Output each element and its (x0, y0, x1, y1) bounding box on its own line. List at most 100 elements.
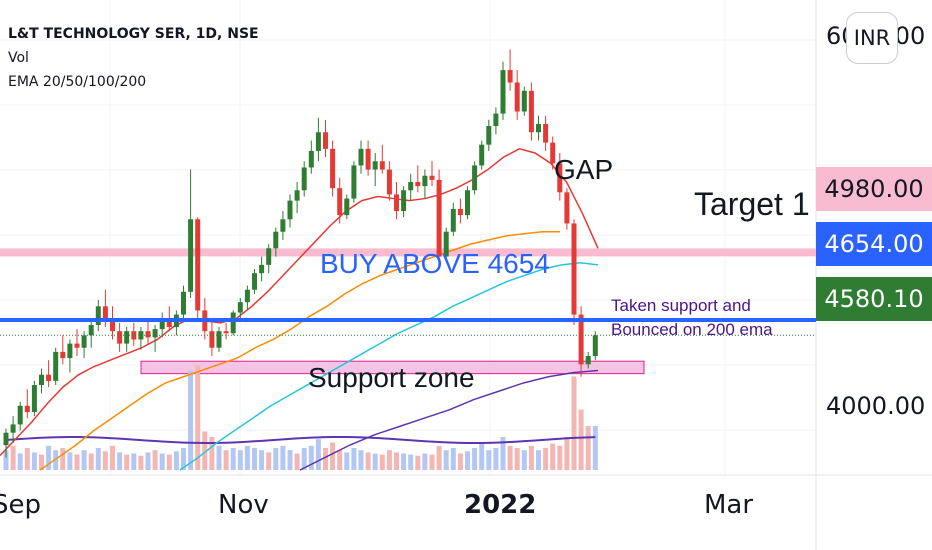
gap-annotation: GAP (554, 154, 614, 185)
volume-bar (294, 453, 300, 470)
volume-bar (450, 448, 456, 470)
candle-body (159, 320, 165, 330)
volume-bar (465, 451, 470, 470)
volume-bar (564, 437, 570, 470)
volume-bar (10, 445, 16, 470)
x-label-nov: Nov (218, 490, 269, 520)
volume-bar (493, 448, 499, 470)
volume-bar (401, 453, 407, 470)
candle-body (259, 264, 265, 274)
candle-body (188, 219, 194, 292)
volume-bar (323, 448, 328, 470)
candle-body (124, 331, 130, 344)
volume-bar (60, 448, 66, 470)
candle-body (578, 314, 584, 365)
volume-bar (315, 439, 321, 470)
ema-line-ema20 (0, 148, 599, 457)
candlesticks (3, 49, 598, 458)
volume-bar (152, 450, 158, 470)
volume-bar (543, 448, 549, 470)
volume-bar (386, 450, 392, 470)
volume-bar (3, 450, 9, 470)
candle-body (166, 320, 172, 328)
candle-body (67, 343, 73, 359)
volume-bar (550, 443, 556, 470)
volume-bar (408, 454, 414, 470)
candle-body (344, 198, 350, 216)
ema-line-ema200 (299, 369, 599, 471)
candle-body (330, 148, 336, 189)
volume-bar (159, 453, 165, 470)
candle-body (379, 161, 385, 170)
candle-body (358, 148, 364, 166)
volume-bar (429, 454, 435, 470)
volume-bar (372, 453, 378, 470)
volume-bar (31, 452, 37, 470)
candle-body (365, 148, 371, 170)
candle-body (557, 163, 563, 193)
volume-bar (557, 445, 563, 470)
candle-body (266, 248, 272, 265)
x-label-2022: 2022 (464, 490, 537, 520)
candle-body (415, 181, 421, 187)
candle-body (429, 175, 435, 180)
volume-bar (166, 454, 172, 470)
candle-body (74, 343, 80, 348)
candle-body (450, 208, 456, 232)
last-price-label: 4580.10 (816, 277, 932, 321)
volume-bar (46, 445, 52, 470)
candle-body (209, 331, 215, 348)
volume-bar (578, 409, 584, 470)
candle-body (479, 144, 485, 166)
candle-body (323, 132, 328, 149)
volume-bar (443, 450, 449, 470)
volume-bar (230, 448, 236, 470)
volume-bar (507, 445, 513, 470)
candle-body (145, 331, 151, 338)
volume-bar (344, 452, 350, 470)
candle-body (31, 385, 37, 412)
candle-body (536, 123, 541, 133)
volume-bar (521, 450, 527, 470)
candle-body (280, 219, 286, 232)
candle-body (585, 356, 591, 365)
volume-bar (237, 450, 243, 470)
support-zone-annotation: Support zone (308, 362, 475, 393)
candle-body (564, 192, 570, 224)
volume-bar (301, 448, 307, 470)
volume-bar (67, 452, 73, 470)
candle-body (294, 190, 300, 201)
volume-bar (486, 450, 492, 470)
volume-bar (571, 376, 577, 470)
candle-body (223, 331, 229, 334)
volume-bar (138, 455, 144, 470)
volume-bar (528, 445, 534, 470)
candle-body (81, 335, 87, 348)
candle-body (273, 231, 279, 249)
volume-bar (514, 448, 520, 470)
volume-bar (252, 448, 257, 470)
volume-bar (379, 454, 385, 470)
volume-bar (422, 453, 428, 470)
x-label-sep: Sep (0, 490, 42, 520)
target-band (0, 248, 816, 257)
candle-body (3, 432, 9, 446)
volume-bar (436, 445, 442, 470)
volume-bar (39, 454, 44, 470)
volume-bar (330, 442, 336, 470)
ema-lines (0, 148, 599, 471)
chart-zones (0, 248, 816, 375)
x-label-mar: Mar (704, 490, 754, 520)
volume-bar (287, 450, 293, 470)
candle-body (110, 318, 115, 332)
volume-bar (117, 452, 123, 470)
candle-body (138, 331, 144, 340)
candle-body (571, 223, 577, 315)
price-levels (0, 317, 816, 336)
candle-body (521, 90, 527, 112)
candle-body (422, 175, 428, 187)
candle-body (394, 194, 399, 211)
volume-bar (273, 448, 279, 470)
currency-button[interactable]: INR (846, 12, 898, 64)
